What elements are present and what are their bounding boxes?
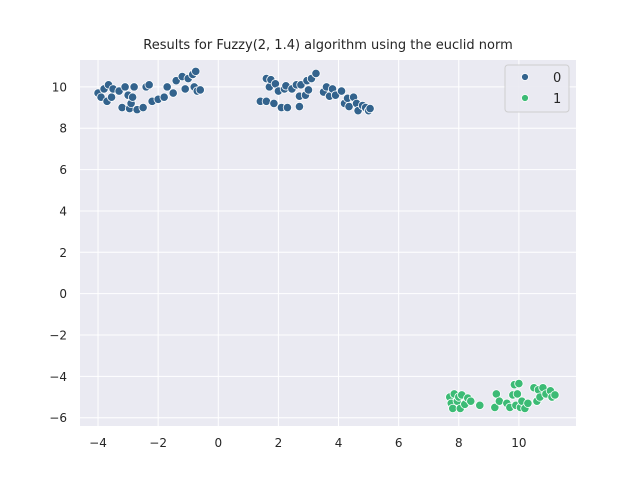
y-tick-label: 6 <box>59 163 67 177</box>
legend-marker-1 <box>521 94 529 102</box>
y-axis-ticks: −6 −4 −2 0 2 4 6 8 10 <box>49 80 67 425</box>
data-point-series-0 <box>144 80 154 90</box>
data-point-series-0 <box>294 101 305 112</box>
data-point-series-0 <box>191 66 201 76</box>
x-axis-ticks: −4 −2 0 2 4 6 8 10 <box>89 436 526 450</box>
data-point-series-0 <box>180 84 190 94</box>
data-point-series-0 <box>303 85 314 95</box>
y-tick-label: −4 <box>49 370 67 384</box>
legend: 0 1 <box>504 64 570 113</box>
data-point-series-0 <box>311 68 321 79</box>
x-tick-label: 2 <box>275 436 283 450</box>
data-point-series-0 <box>261 96 271 106</box>
data-point-series-1 <box>475 400 485 410</box>
y-tick-label: 10 <box>52 80 67 94</box>
x-tick-label: 0 <box>214 436 222 450</box>
data-point-series-1 <box>523 398 533 408</box>
legend-marker-0 <box>521 73 529 81</box>
y-tick-label: −2 <box>49 329 67 343</box>
x-tick-label: 6 <box>395 436 403 450</box>
y-tick-label: 8 <box>59 122 67 136</box>
data-point-series-1 <box>466 396 476 406</box>
data-point-series-1 <box>490 402 500 412</box>
x-tick-label: −4 <box>89 436 107 450</box>
data-point-series-0 <box>159 92 169 102</box>
data-point-series-0 <box>168 88 178 98</box>
data-point-series-0 <box>129 82 139 92</box>
y-tick-label: 4 <box>59 204 67 218</box>
legend-box <box>504 64 570 113</box>
data-point-series-0 <box>195 85 205 95</box>
x-tick-label: 8 <box>455 436 463 450</box>
legend-label-0: 0 <box>553 71 561 86</box>
scatter-points <box>93 66 560 414</box>
data-point-series-0 <box>162 82 172 92</box>
data-point-series-0 <box>117 102 127 113</box>
x-tick-label: 10 <box>511 436 526 450</box>
data-point-series-0 <box>336 86 347 96</box>
legend-label-1: 1 <box>553 92 561 107</box>
y-tick-label: 2 <box>59 246 67 260</box>
data-point-series-0 <box>282 102 293 113</box>
data-point-series-0 <box>120 82 130 92</box>
data-point-series-0 <box>128 92 138 102</box>
x-tick-label: 4 <box>335 436 343 450</box>
data-point-series-0 <box>138 102 148 113</box>
data-point-series-0 <box>106 92 117 102</box>
data-point-series-0 <box>365 103 375 114</box>
chart-title: Results for Fuzzy(2, 1.4) algorithm usin… <box>143 38 512 53</box>
y-tick-label: 0 <box>59 287 67 301</box>
x-tick-label: −2 <box>149 436 167 450</box>
data-point-series-0 <box>269 98 279 109</box>
data-point-series-1 <box>514 379 524 389</box>
data-point-series-1 <box>550 390 560 400</box>
data-point-series-1 <box>494 396 504 406</box>
plot-area <box>80 60 576 426</box>
y-tick-label: −6 <box>49 411 67 425</box>
data-point-series-1 <box>512 389 522 399</box>
